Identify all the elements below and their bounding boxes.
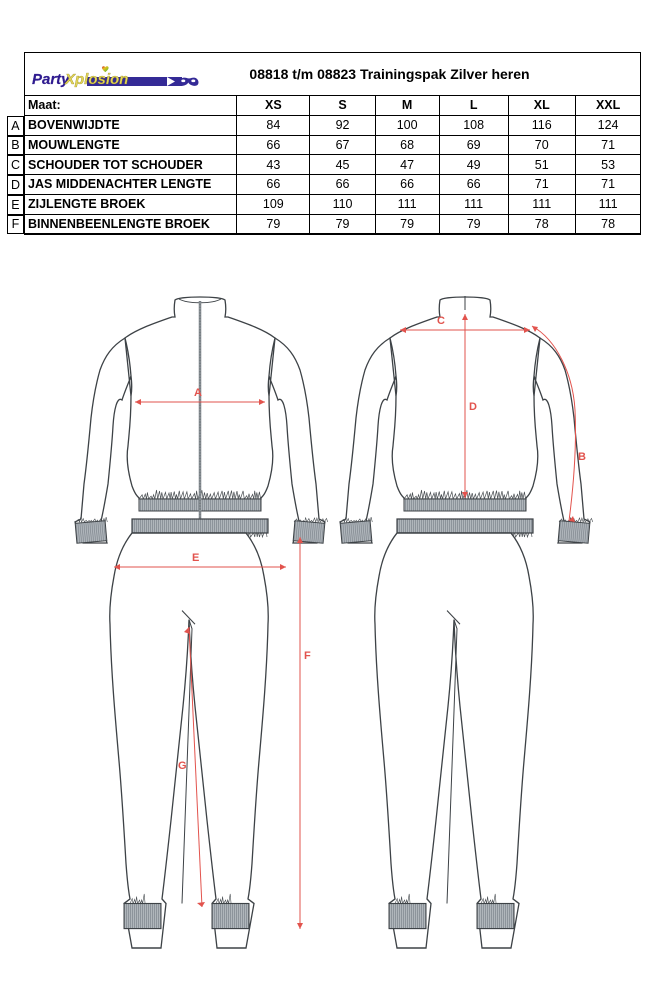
svg-text:E: E [192, 552, 199, 564]
svg-text:A: A [194, 387, 202, 399]
svg-text:B: B [578, 451, 586, 463]
svg-text:C: C [437, 315, 445, 327]
svg-text:G: G [178, 760, 187, 772]
svg-text:Xplosion: Xplosion [64, 71, 128, 88]
svg-text:F: F [304, 650, 311, 662]
svg-text:D: D [469, 401, 477, 413]
